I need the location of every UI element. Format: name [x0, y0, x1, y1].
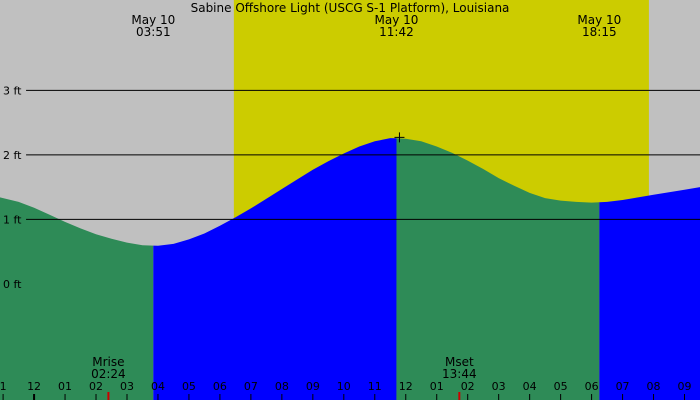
x-tick-label: 12 [399, 380, 413, 393]
x-tick-labels: 1 12 01 02 03 04 05 06 07 08 09 10 11 12 01 02 03 04 05 06 0… [0, 380, 692, 400]
x-tick-label: 01 [58, 380, 72, 393]
rising-tide-area [599, 187, 700, 400]
tide-event-date: May 10 [375, 13, 419, 27]
x-tick-label: 08 [647, 380, 661, 393]
y-tick-labels: 0 ft 1 ft 2 ft 3 ft [3, 84, 22, 291]
falling-tide-area [0, 197, 154, 400]
x-tick-label: 09 [678, 380, 692, 393]
tide-event-time: 03:51 [136, 25, 171, 39]
tide-event-date: May 10 [131, 13, 175, 27]
x-tick-label: 03 [492, 380, 506, 393]
moon-event-time: 02:24 [91, 367, 126, 381]
rising-tide-area [153, 138, 397, 400]
high-tide-marker [394, 132, 405, 143]
moon-event-label: Mset [445, 355, 474, 369]
x-tick-label: 05 [182, 380, 196, 393]
x-tick-label: 01 [430, 380, 444, 393]
x-tick-label: 04 [151, 380, 165, 393]
falling-tide-area [396, 138, 600, 400]
x-tick-label: 06 [585, 380, 599, 393]
moon-event-label: Mrise [92, 355, 124, 369]
x-tick-label: 11 [368, 380, 382, 393]
x-tick-label: 10 [337, 380, 351, 393]
x-tick-label: 05 [554, 380, 568, 393]
y-tick-label: 0 ft [3, 278, 22, 291]
x-tick-label: 02 [461, 380, 475, 393]
x-tick-label: 12 [27, 380, 41, 393]
y-tick-label: 3 ft [3, 84, 22, 97]
x-tick-label: 09 [306, 380, 320, 393]
y-tick-label: 1 ft [3, 213, 22, 226]
x-tick-label: 1 [0, 380, 7, 393]
x-tick-label: 06 [213, 380, 227, 393]
x-tick-label: 04 [523, 380, 537, 393]
tide-event-time: 11:42 [379, 25, 414, 39]
moon-event-time: 13:44 [442, 367, 477, 381]
tide-event-time: 18:15 [582, 25, 617, 39]
x-tick-label: 02 [89, 380, 103, 393]
x-tick-label: 03 [120, 380, 134, 393]
y-tick-label: 2 ft [3, 149, 22, 162]
tide-event-date: May 10 [577, 13, 621, 27]
tide-area-layer [0, 138, 700, 400]
x-tick-label: 08 [275, 380, 289, 393]
x-tick-label: 07 [244, 380, 258, 393]
gridline-layer [26, 89, 700, 220]
chart-title: Sabine Offshore Light (USCG S-1 Platform… [191, 1, 510, 15]
x-tick-label: 07 [616, 380, 630, 393]
